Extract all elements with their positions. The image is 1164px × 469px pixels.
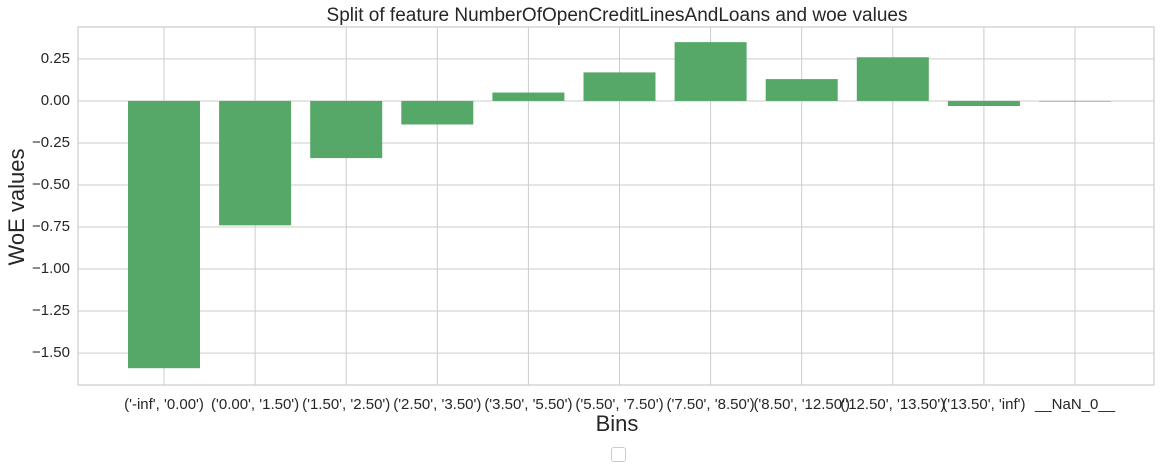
bar	[674, 42, 747, 101]
bar	[310, 100, 383, 159]
bar	[219, 100, 292, 226]
x-tick-label: ('5.50', '7.50')	[575, 396, 663, 413]
plot-frame	[77, 26, 1155, 386]
x-axis-label: Bins	[596, 411, 639, 436]
y-tick-label: −0.25	[32, 134, 70, 151]
legend	[611, 447, 626, 462]
x-tick-label: ('1.50', '2.50')	[302, 396, 390, 413]
y-tick-label: −1.50	[32, 344, 70, 361]
x-tick-labels: ('-inf', '0.00') ('0.00', '1.50') ('1.50',…	[124, 396, 1116, 413]
bar	[128, 100, 200, 369]
bar	[583, 72, 656, 101]
y-tick-label: 0.25	[41, 50, 70, 67]
bar	[401, 100, 474, 125]
x-tick-label: ('12.50', '13.50')	[840, 396, 945, 413]
x-tick-label: ('8.50', '12.50')	[753, 396, 850, 413]
y-tick-label: −0.50	[32, 176, 70, 193]
x-tick-label: ('2.50', '3.50')	[393, 396, 481, 413]
grid-lines	[78, 27, 1154, 385]
x-tick-label: ('13.50', 'inf')	[942, 396, 1025, 413]
bars	[128, 42, 1111, 369]
y-tick-labels: 0.25 0.00 −0.25 −0.50 −0.75 −1.00 −1.25 −1.50	[32, 50, 70, 361]
x-tick-label: ('-inf', '0.00')	[124, 396, 204, 413]
bar	[947, 100, 1020, 106]
y-tick-label: −1.00	[32, 260, 70, 277]
y-tick-label: −1.25	[32, 302, 70, 319]
bar	[856, 57, 929, 101]
bar	[1039, 100, 1111, 102]
bar	[765, 79, 838, 101]
chart-title: Split of feature NumberOfOpenCreditLines…	[327, 5, 908, 26]
bar	[492, 92, 565, 101]
y-tick-label: 0.00	[41, 92, 70, 109]
x-tick-label: ('7.50', '8.50')	[667, 396, 755, 413]
x-tick-label: ('0.00', '1.50')	[211, 396, 299, 413]
x-tick-label: ('3.50', '5.50')	[484, 396, 572, 413]
x-tick-label: __NaN_0__	[1034, 396, 1116, 413]
y-tick-label: −0.75	[32, 218, 70, 235]
y-axis-label: WoE values	[4, 149, 29, 266]
